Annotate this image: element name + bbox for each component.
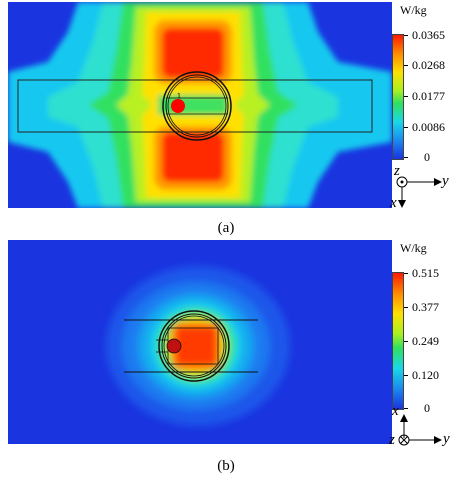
colorbar-tick: 0.0365 <box>412 28 445 42</box>
sar-map-b <box>8 240 392 444</box>
colorbar-tick: 0.0177 <box>412 89 445 103</box>
colorbar-b <box>392 272 404 410</box>
unit-label-b: W/kg <box>400 241 427 255</box>
probe-marker-a <box>171 99 185 113</box>
caption-b: (b) <box>217 458 235 474</box>
axis-label-x: x <box>392 403 399 419</box>
sar-field-b <box>8 240 392 444</box>
axis-label-z: z <box>389 432 395 448</box>
coordinate-axes-b: x z y <box>389 403 454 452</box>
probe-label-a: 1 <box>177 93 181 100</box>
colorbar-tick: 0 <box>424 150 430 164</box>
colorbar-tick: 0.0086 <box>412 120 445 134</box>
axis-label-y: y <box>442 173 449 189</box>
colorbar-a <box>392 34 404 160</box>
colorbar-tick: 0.0268 <box>412 58 445 72</box>
out-of-page-dot-icon <box>400 180 404 184</box>
colorbar-tick: 0.377 <box>412 300 439 314</box>
coordinate-axes-a: z y x <box>390 163 450 212</box>
axis-label-z: z <box>394 163 400 179</box>
coil-ring-b <box>158 310 230 382</box>
colorbar-tick: 0.120 <box>412 368 439 382</box>
axis-label-x: x <box>390 195 397 211</box>
axis-label-y: y <box>443 431 450 447</box>
probe-marker-b <box>166 338 182 354</box>
colorbar-tick: 0 <box>424 401 430 415</box>
sar-field-a: 1 <box>8 2 392 208</box>
axes-arrows-a <box>396 176 442 208</box>
coil-ring-a <box>162 71 232 141</box>
colorbar-tick: 0.515 <box>412 266 439 280</box>
sar-map-a: 1 <box>8 2 392 208</box>
unit-label-a: W/kg <box>400 3 427 17</box>
axes-arrows-b <box>398 414 442 446</box>
device-outline-a <box>17 79 373 133</box>
caption-a: (a) <box>217 220 235 236</box>
colorbar-tick: 0.249 <box>412 334 439 348</box>
